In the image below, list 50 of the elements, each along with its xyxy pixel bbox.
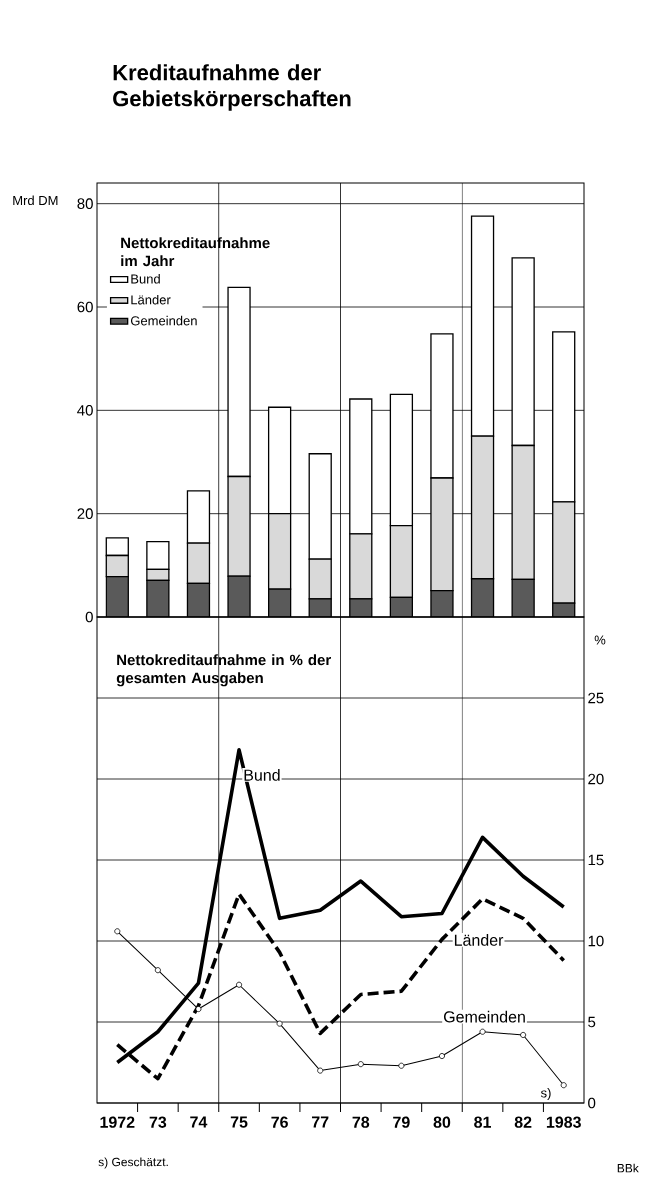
y-tick-label: 60: [77, 301, 93, 313]
point: [154, 967, 161, 974]
y-tick-label: 5: [588, 1016, 596, 1028]
point: [276, 1020, 283, 1027]
x-tick-label: 79: [393, 1116, 410, 1128]
point: [520, 1031, 527, 1038]
x-tick-label: 78: [352, 1116, 370, 1128]
y-tick-label: 20: [77, 508, 93, 519]
point: [357, 1061, 364, 1068]
x-tick-label: 80: [433, 1116, 451, 1128]
x-tick-label: 73: [149, 1116, 167, 1128]
series-label: Gemeinden: [443, 1010, 525, 1023]
point: [560, 1082, 567, 1089]
series-label: Bund: [244, 769, 280, 781]
y-tick-label: 15: [588, 854, 604, 866]
y-tick-label: 0: [588, 1097, 596, 1109]
series-label: Länder: [454, 934, 504, 946]
x-tick-label: 74: [190, 1116, 208, 1128]
x-tick-label: 81: [474, 1116, 491, 1128]
x-tick-label: 82: [514, 1116, 532, 1128]
point: [398, 1062, 405, 1069]
y-tick-label: 80: [77, 198, 93, 209]
point: [114, 928, 121, 935]
y-tick-label: 10: [588, 935, 604, 947]
x-tick-label: 77: [312, 1116, 329, 1128]
point: [479, 1028, 486, 1035]
bar: [105, 576, 129, 618]
x-tick-label: 1972: [100, 1116, 135, 1128]
y-tick-label: 25: [588, 692, 604, 704]
y-tick-label: 40: [77, 405, 93, 416]
text: s) Geschätzt.: [98, 1157, 168, 1169]
x-tick-label: 76: [271, 1116, 288, 1128]
annotation: s): [540, 1087, 551, 1101]
y-axis-title: Mrd DM: [13, 195, 58, 206]
point: [438, 1053, 445, 1060]
chart-title: Kreditaufnahme der Gebietskörperschaften: [113, 64, 351, 111]
y-tick-label: 20: [588, 773, 604, 785]
y-tick-label: 0: [85, 611, 93, 623]
legend-label: Länder: [131, 294, 171, 305]
legend-label: Bund: [131, 274, 160, 284]
bar: [186, 582, 211, 618]
y-axis-title: %: [594, 635, 606, 645]
point: [195, 1006, 202, 1013]
x-tick-label: 1983: [546, 1116, 581, 1128]
point: [317, 1067, 324, 1074]
point: [236, 981, 243, 988]
text: BBk: [617, 1163, 639, 1173]
bar: [470, 578, 495, 618]
legend-label: Gemeinden: [130, 315, 197, 326]
x-tick-label: 75: [230, 1116, 248, 1128]
